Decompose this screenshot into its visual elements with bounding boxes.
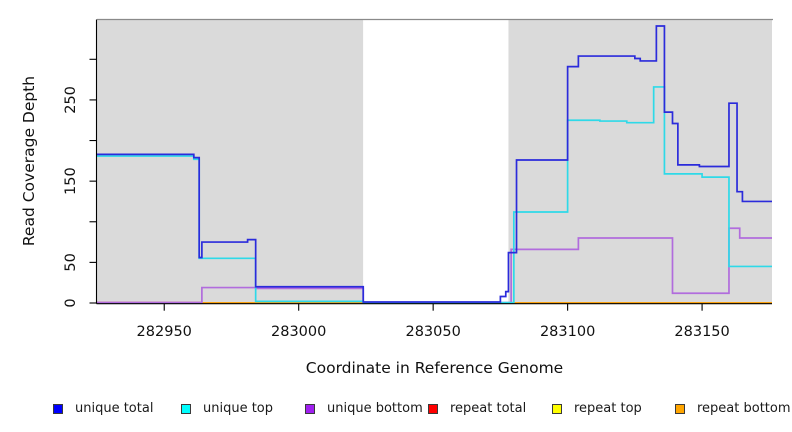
svg-text:283050: 283050 [405, 324, 460, 340]
svg-text:250: 250 [63, 86, 79, 114]
svg-text:282950: 282950 [137, 324, 192, 340]
x-axis-title: Coordinate in Reference Genome [305, 359, 564, 377]
svg-text:0: 0 [63, 298, 79, 307]
svg-text:283100: 283100 [540, 324, 595, 340]
svg-text:283000: 283000 [271, 324, 326, 340]
y-axis-title: Read Coverage Depth [20, 75, 38, 247]
svg-text:283150: 283150 [674, 324, 729, 340]
svg-text:150: 150 [63, 167, 79, 195]
svg-text:50: 50 [63, 253, 79, 271]
